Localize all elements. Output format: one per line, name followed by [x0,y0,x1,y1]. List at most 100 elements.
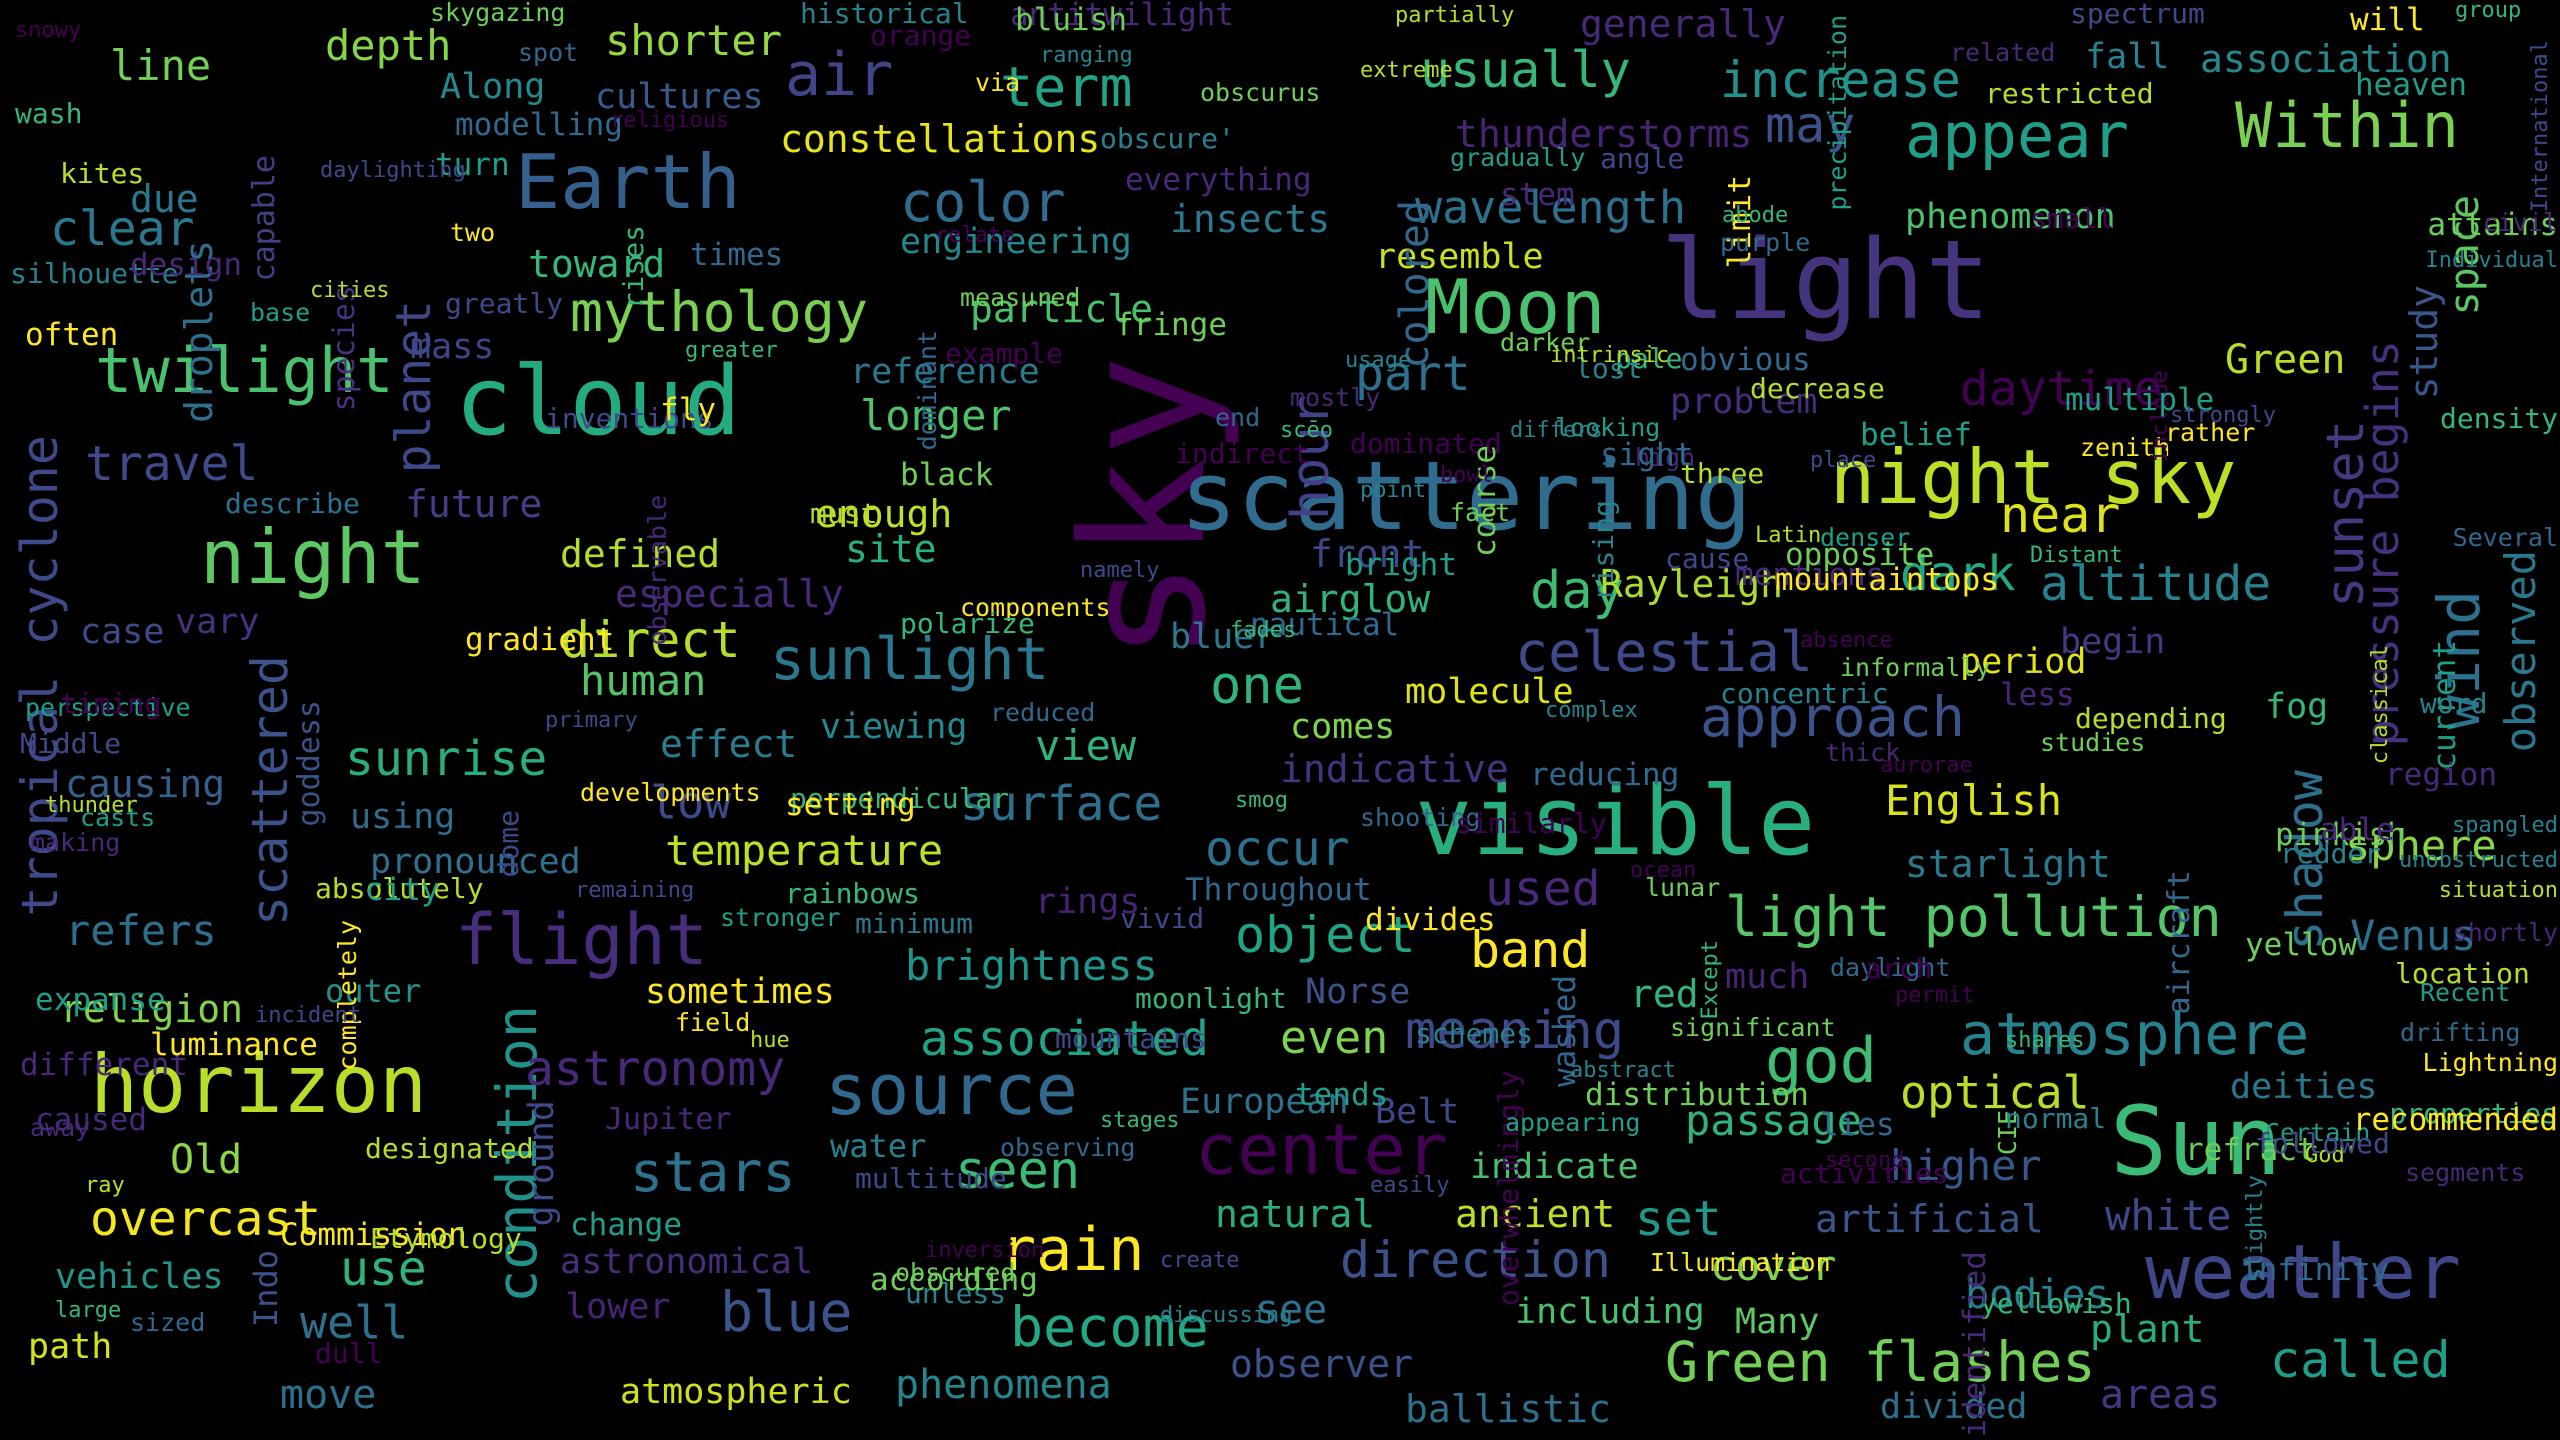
small-word-62: lost [1575,352,1643,385]
word-158: pronounced [370,842,581,882]
word-141: starlight [1905,842,2111,886]
word-11: Moon [1425,263,1606,351]
word-127: due [130,177,199,221]
small-word-122: word [2420,687,2488,720]
word-66: human [580,656,707,705]
small-word-37: two [450,218,496,247]
word-19: atmosphere [1960,1000,2310,1068]
small-word-131: pinkish [2275,817,2406,853]
small-word-200: inversion [925,1238,1045,1263]
word-157: case [80,612,165,652]
word-25: Green flashes [1665,1330,2096,1394]
small-word-149: daylight [1830,953,1951,982]
small-word-146: vivid [1120,902,1205,935]
small-word-91: black [900,457,994,493]
small-word-65: looking [1555,413,1661,442]
word-104: fall [2085,37,2170,77]
word-64: temperature [665,826,944,875]
word-165: vehicles [55,1257,224,1297]
word-174: Belt [1375,1092,1460,1132]
small-word-72: differs [1510,418,1603,443]
word-166: outer [325,972,422,1010]
word-173: much [1725,957,1810,997]
small-word-198: yellowish [1980,1287,2132,1320]
word-14: flight [455,899,708,981]
small-word-175: tends [1295,1077,1389,1113]
small-word-22: obscure' [1100,122,1235,155]
word-68: view [1035,721,1137,770]
small-word-153: shortly [2452,918,2558,947]
small-word-13: related [1950,38,2056,67]
small-word-170: overwhelmingly [1492,1070,1525,1307]
small-word-207: recommended [2352,1102,2558,1138]
word-96: indicative [1280,747,1509,791]
word-51: Rayleigh [1600,562,1784,606]
word-114: longer [860,391,1012,440]
word-132: airglow [1270,577,1431,621]
small-word-3: antitwilight [1010,0,1234,33]
small-word-46: greatly [445,287,564,320]
small-word-97: components [960,593,1111,622]
word-81: study [2402,285,2446,400]
small-word-168: shares [2005,1028,2085,1053]
word-153: observer [1230,1342,1414,1386]
small-word-26: angle [1600,142,1685,175]
small-word-116: primary [545,708,638,733]
word-30: blue [720,1280,853,1344]
small-word-162: schemes [1415,1017,1534,1050]
small-word-4: partially [1395,3,1515,28]
small-word-53: mostly [1290,383,1381,412]
word-134: molecule [1405,672,1574,712]
word-119: constellations [780,117,1101,161]
small-word-34: kites [60,157,145,190]
word-4: cloud [455,347,741,457]
small-word-104: classical [2368,645,2393,765]
word-1: light [1660,216,1992,344]
word-23: celestial [1515,620,1814,684]
word-76: refers [65,906,217,955]
small-word-18: wash [15,97,83,130]
word-106: generally [1580,2,1786,46]
small-word-33: civil [2482,208,2558,237]
small-word-23: everything [1125,162,1312,198]
word-140: aircraft [2162,870,2197,1015]
small-word-5: precipitation [1823,15,1852,211]
word-65: direct [560,611,741,669]
small-word-73: high [1635,443,1696,472]
small-word-51: fringe [1115,307,1227,343]
small-word-0: snowy [15,18,82,43]
small-word-169: drifting [2400,1018,2521,1047]
word-85: deities [2230,1067,2378,1107]
small-word-156: incident [255,1003,361,1028]
word-17: appear [1905,99,2129,172]
small-word-127: setting [785,787,916,823]
small-word-180: second [1825,1148,1905,1173]
word-90: artificial [1815,1197,2044,1241]
small-word-50: example [945,337,1064,370]
small-word-101: informally [1840,653,1991,682]
small-word-90: indirect [1175,437,1310,470]
small-word-204: God' [2305,1143,2358,1168]
small-word-167: luminance [150,1027,318,1063]
word-115: enough [815,492,953,536]
small-word-135: city [365,872,440,908]
small-word-203: identified [1957,1251,1993,1438]
word-150: lower [565,1287,671,1327]
word-146: causing [65,762,226,806]
word-149: Many [1735,1302,1820,1342]
small-word-205: Certain [2265,1118,2371,1147]
small-word-130: similarly [1455,807,1607,840]
small-word-178: properties [2389,1097,2558,1130]
small-word-118: perpendicular [790,782,1010,815]
word-112: particle [970,287,1154,331]
word-67: one [1210,656,1304,716]
small-word-177: Lightning [2422,1048,2558,1077]
small-word-119: reducing [1530,757,1680,793]
word-117: defined [560,532,721,576]
small-word-105: perspective [25,693,191,722]
small-word-96: namely [1080,558,1160,583]
word-121: depth [325,21,452,70]
small-word-40: relate [935,223,1015,248]
word-155: see [1255,1287,1328,1333]
